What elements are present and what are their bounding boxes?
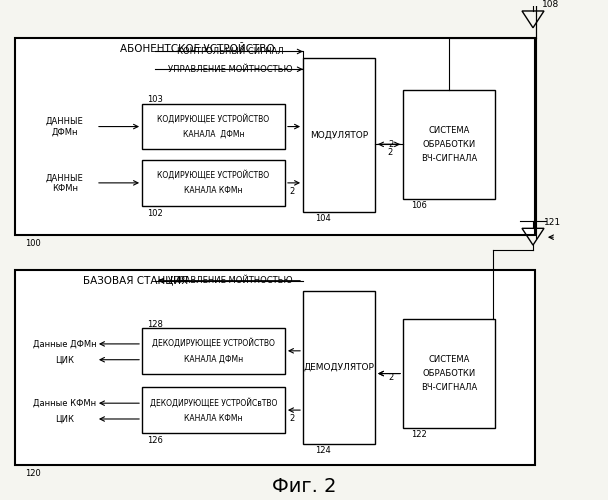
Text: 121: 121 (544, 218, 562, 227)
Text: ЦИК: ЦИК (55, 355, 75, 364)
Text: 100: 100 (25, 238, 41, 248)
Text: 2: 2 (289, 414, 295, 424)
Text: ДАННЫЕ
ДФМн: ДАННЫЕ ДФМн (46, 117, 84, 136)
Bar (142, 388, 285, 433)
Text: 108: 108 (542, 0, 559, 8)
Text: 102: 102 (147, 209, 163, 218)
Text: 2: 2 (387, 148, 393, 157)
Text: КОДИРУЮЩЕЕ УСТРОЙСТВО: КОДИРУЮЩЕЕ УСТРОЙСТВО (157, 114, 269, 124)
Bar (142, 160, 285, 206)
Text: ВЧ-СИГНАЛА: ВЧ-СИГНАЛА (421, 154, 477, 162)
Bar (303, 290, 375, 444)
Text: КАНАЛА  ДФМн: КАНАЛА ДФМн (182, 130, 244, 139)
Text: УПРАВЛЕНИЕ МОЙТНОСТЬЮ: УПРАВЛЕНИЕ МОЙТНОСТЬЮ (168, 65, 292, 74)
Text: АБОНЕНТСКОЕ УСТРОЙСТВО: АБОНЕНТСКОЕ УСТРОЙСТВО (120, 44, 275, 54)
Bar (403, 319, 495, 428)
Text: 106: 106 (411, 201, 427, 210)
Bar (15, 38, 535, 235)
Bar (15, 270, 535, 466)
Text: КОНТРОЛЬНЫЙ СИГНАЛ: КОНТРОЛЬНЫЙ СИГНАЛ (177, 47, 283, 56)
Text: ДАННЫЕ
КФМн: ДАННЫЕ КФМн (46, 173, 84, 193)
Text: ДЕМОДУЛЯТОР: ДЕМОДУЛЯТОР (303, 362, 375, 372)
Text: КОДИРУЮЩЕЕ УСТРОЙСТВО: КОДИРУЮЩЕЕ УСТРОЙСТВО (157, 170, 269, 180)
Text: СИСТЕМА: СИСТЕМА (428, 355, 470, 364)
Text: МОДУЛЯТОР: МОДУЛЯТОР (310, 130, 368, 140)
Text: Данные ДФМн: Данные ДФМн (33, 340, 97, 348)
Text: 122: 122 (411, 430, 427, 440)
Text: БАЗОВАЯ СТАНЦИЯ: БАЗОВАЯ СТАНЦИЯ (83, 276, 188, 285)
Text: ДЕКОДИРУЮЩЕЕ УСТРОЙСТВО: ДЕКОДИРУЮЩЕЕ УСТРОЙСТВО (152, 338, 275, 348)
Text: 126: 126 (147, 436, 163, 445)
Text: КАНАЛА КФМн: КАНАЛА КФМн (184, 414, 243, 422)
Text: 104: 104 (315, 214, 331, 223)
Text: УПРАВЛЕНИЕ МОЙТНОСТЬЮ: УПРАВЛЕНИЕ МОЙТНОСТЬЮ (168, 276, 292, 285)
Text: КАНАЛА ДФМн: КАНАЛА ДФМн (184, 354, 243, 363)
Text: 128: 128 (147, 320, 163, 328)
Text: ЦИК: ЦИК (55, 414, 75, 424)
Bar (403, 90, 495, 198)
Text: ВЧ-СИГНАЛА: ВЧ-СИГНАЛА (421, 383, 477, 392)
Text: ОБРАБОТКИ: ОБРАБОТКИ (423, 369, 475, 378)
Text: 124: 124 (315, 446, 331, 455)
Text: ОБРАБОТКИ: ОБРАБОТКИ (423, 140, 475, 149)
Text: КАНАЛА КФМн: КАНАЛА КФМн (184, 186, 243, 196)
Bar (142, 328, 285, 374)
Bar (142, 104, 285, 150)
Text: 103: 103 (147, 96, 163, 104)
Bar (303, 58, 375, 212)
Text: ДЕКОДИРУЮЩЕЕ УСТРОЙСвТВО: ДЕКОДИРУЮЩЕЕ УСТРОЙСвТВО (150, 398, 277, 407)
Text: 2: 2 (389, 140, 393, 149)
Text: 120: 120 (25, 469, 41, 478)
Text: СИСТЕМА: СИСТЕМА (428, 126, 470, 135)
Text: 2: 2 (389, 372, 393, 382)
Text: Фиг. 2: Фиг. 2 (272, 476, 336, 496)
Text: Данные КФМн: Данные КФМн (33, 398, 97, 407)
Text: 2: 2 (289, 188, 295, 196)
